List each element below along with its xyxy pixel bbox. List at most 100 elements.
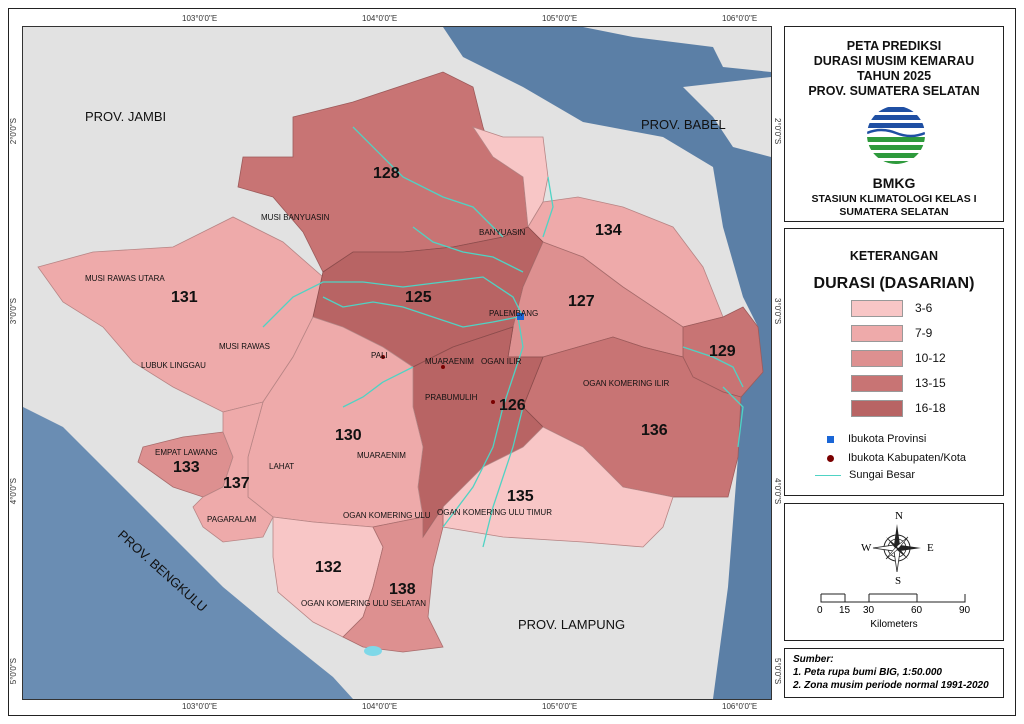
sea-southwest xyxy=(23,407,353,699)
legend-class: 16-18 xyxy=(851,399,946,417)
legend-symbol: Sungai Besar xyxy=(815,469,916,481)
map-graphic xyxy=(23,27,771,699)
legend-symbol-label: Ibukota Kabupaten/Kota xyxy=(848,452,967,464)
station-line: STASIUN KLIMATOLOGI KELAS I xyxy=(811,193,977,205)
regency-label: PRABUMULIH xyxy=(425,393,478,402)
regency-dot-icon xyxy=(827,454,834,462)
bangka-island-2 xyxy=(683,77,771,157)
compass-rose-icon xyxy=(872,524,921,573)
zone-number: 136 xyxy=(641,422,668,439)
right-tick: 5°0'0"S xyxy=(773,658,782,685)
right-tick: 4°0'0"S xyxy=(773,478,782,505)
regency-label: MUARAENIM xyxy=(357,451,406,460)
bottom-tick: 105°0'0"E xyxy=(542,702,578,711)
regency-label: LUBUK LINGGAU xyxy=(141,361,206,370)
legend-class: 10-12 xyxy=(851,349,946,367)
source-panel: Sumber: 1. Peta rupa bumi BIG, 1:50.000 … xyxy=(784,648,1004,698)
zone-number: 126 xyxy=(499,397,526,414)
source-line: 2. Zona musim periode normal 1991-2020 xyxy=(793,680,989,691)
regency-label: MUSI BANYUASIN xyxy=(261,213,330,222)
scale-bar xyxy=(820,593,966,603)
legend-label: 3-6 xyxy=(915,301,933,315)
legend-swatch xyxy=(851,299,903,317)
scale-tick: 60 xyxy=(911,605,923,616)
legend-label: 13-15 xyxy=(915,376,946,390)
top-tick: 106°0'0"E xyxy=(722,14,758,23)
capital-marker xyxy=(517,313,524,320)
legend-symbol-label: Sungai Besar xyxy=(849,469,916,481)
legend-class: 3-6 xyxy=(851,299,932,317)
scale-tick: 15 xyxy=(839,605,851,616)
scale-unit: Kilometers xyxy=(870,619,918,630)
legend-class: 13-15 xyxy=(851,374,946,392)
zone-number: 130 xyxy=(335,427,362,444)
right-tick: 3°0'0"S xyxy=(773,298,782,325)
regency-label: EMPAT LAWANG xyxy=(155,448,218,457)
bmkg-logo-icon xyxy=(867,106,925,164)
legend-symbol-label: Ibukota Provinsi xyxy=(848,433,927,445)
zone-number: 138 xyxy=(389,581,416,598)
province-label: PROV. JAMBI xyxy=(85,109,167,124)
zone-number: 128 xyxy=(373,165,400,182)
regency-label: OGAN KOMERING ULU TIMUR xyxy=(437,508,552,517)
compass-south: S xyxy=(895,575,902,587)
zone-138 xyxy=(342,505,444,653)
bottom-tick: 104°0'0"E xyxy=(362,702,398,711)
zone-137 xyxy=(192,401,274,543)
regency-label: OGAN ILIR xyxy=(481,357,522,366)
compass-north: N xyxy=(895,510,903,522)
legend-symbol: Ibukota Provinsi xyxy=(827,433,926,445)
regency-label: MUSI RAWAS xyxy=(219,342,270,351)
legend-header: KETERANGAN xyxy=(849,249,939,263)
map-frame xyxy=(8,8,1016,716)
province-label: PROV. BABEL xyxy=(641,117,726,132)
map-title-line: PROV. SUMATERA SELATAN xyxy=(808,84,980,98)
zone-number: 129 xyxy=(709,343,736,360)
regency-label: BANYUASIN xyxy=(479,228,526,237)
map-title-line: TAHUN 2025 xyxy=(856,69,932,83)
regency-label: OGAN KOMERING ULU xyxy=(343,511,431,520)
top-tick: 103°0'0"E xyxy=(182,14,218,23)
scale-tick: 30 xyxy=(863,605,875,616)
legend-label: 16-18 xyxy=(915,401,946,415)
zone-number: 135 xyxy=(507,488,534,505)
legend-subheader: DURASI (DASARIAN) xyxy=(813,275,975,292)
top-tick: 104°0'0"E xyxy=(362,14,398,23)
left-tick: 4°0'0"S xyxy=(9,478,18,505)
zone-number: 125 xyxy=(405,289,432,306)
legend-label: 7-9 xyxy=(915,326,933,340)
legend-class: 7-9 xyxy=(851,324,932,342)
zone-number: 134 xyxy=(595,222,622,239)
legend-swatch xyxy=(851,374,903,392)
regency-label: MUSI RAWAS UTARA xyxy=(85,274,165,283)
river-line-icon xyxy=(815,474,841,476)
regency-label: OGAN KOMERING ULU SELATAN xyxy=(301,599,427,608)
regency-capital-marker xyxy=(441,365,445,369)
map-title-line: PETA PREDIKSI xyxy=(846,39,942,53)
map-canvas[interactable]: PROV. JAMBI PROV. BABEL PROV. BENGKULU P… xyxy=(22,26,772,700)
zone-number: 132 xyxy=(315,559,342,576)
agency-name: BMKG xyxy=(872,175,916,191)
regency-capital-marker xyxy=(491,400,495,404)
legend-swatch xyxy=(851,399,903,417)
bottom-tick: 106°0'0"E xyxy=(722,702,758,711)
bottom-tick: 103°0'0"E xyxy=(182,702,218,711)
regency-label: MUARAENIM xyxy=(425,357,474,366)
legend-symbol: Ibukota Kabupaten/Kota xyxy=(827,452,966,464)
station-line: SUMATERA SELATAN xyxy=(839,206,949,218)
legend-panel: KETERANGAN DURASI (DASARIAN) 3-6 7-9 10-… xyxy=(784,228,1004,496)
zone-number: 131 xyxy=(171,289,198,306)
province-label: PROV. LAMPUNG xyxy=(518,617,626,632)
bangka-island xyxy=(583,27,771,72)
regency-label: OGAN KOMERING ILIR xyxy=(583,379,670,388)
regency-label: PALEMBANG xyxy=(489,309,539,318)
left-tick: 3°0'0"S xyxy=(9,298,18,325)
regency-label: PALI xyxy=(371,351,388,360)
zone-number: 137 xyxy=(223,475,250,492)
regency-label: PAGARALAM xyxy=(207,515,257,524)
compass-west: W xyxy=(861,542,872,554)
source-line: 1. Peta rupa bumi BIG, 1:50.000 xyxy=(793,667,942,678)
title-panel: PETA PREDIKSI DURASI MUSIM KEMARAU TAHUN… xyxy=(784,26,1004,222)
zone-number: 133 xyxy=(173,459,200,476)
legend-swatch xyxy=(851,349,903,367)
